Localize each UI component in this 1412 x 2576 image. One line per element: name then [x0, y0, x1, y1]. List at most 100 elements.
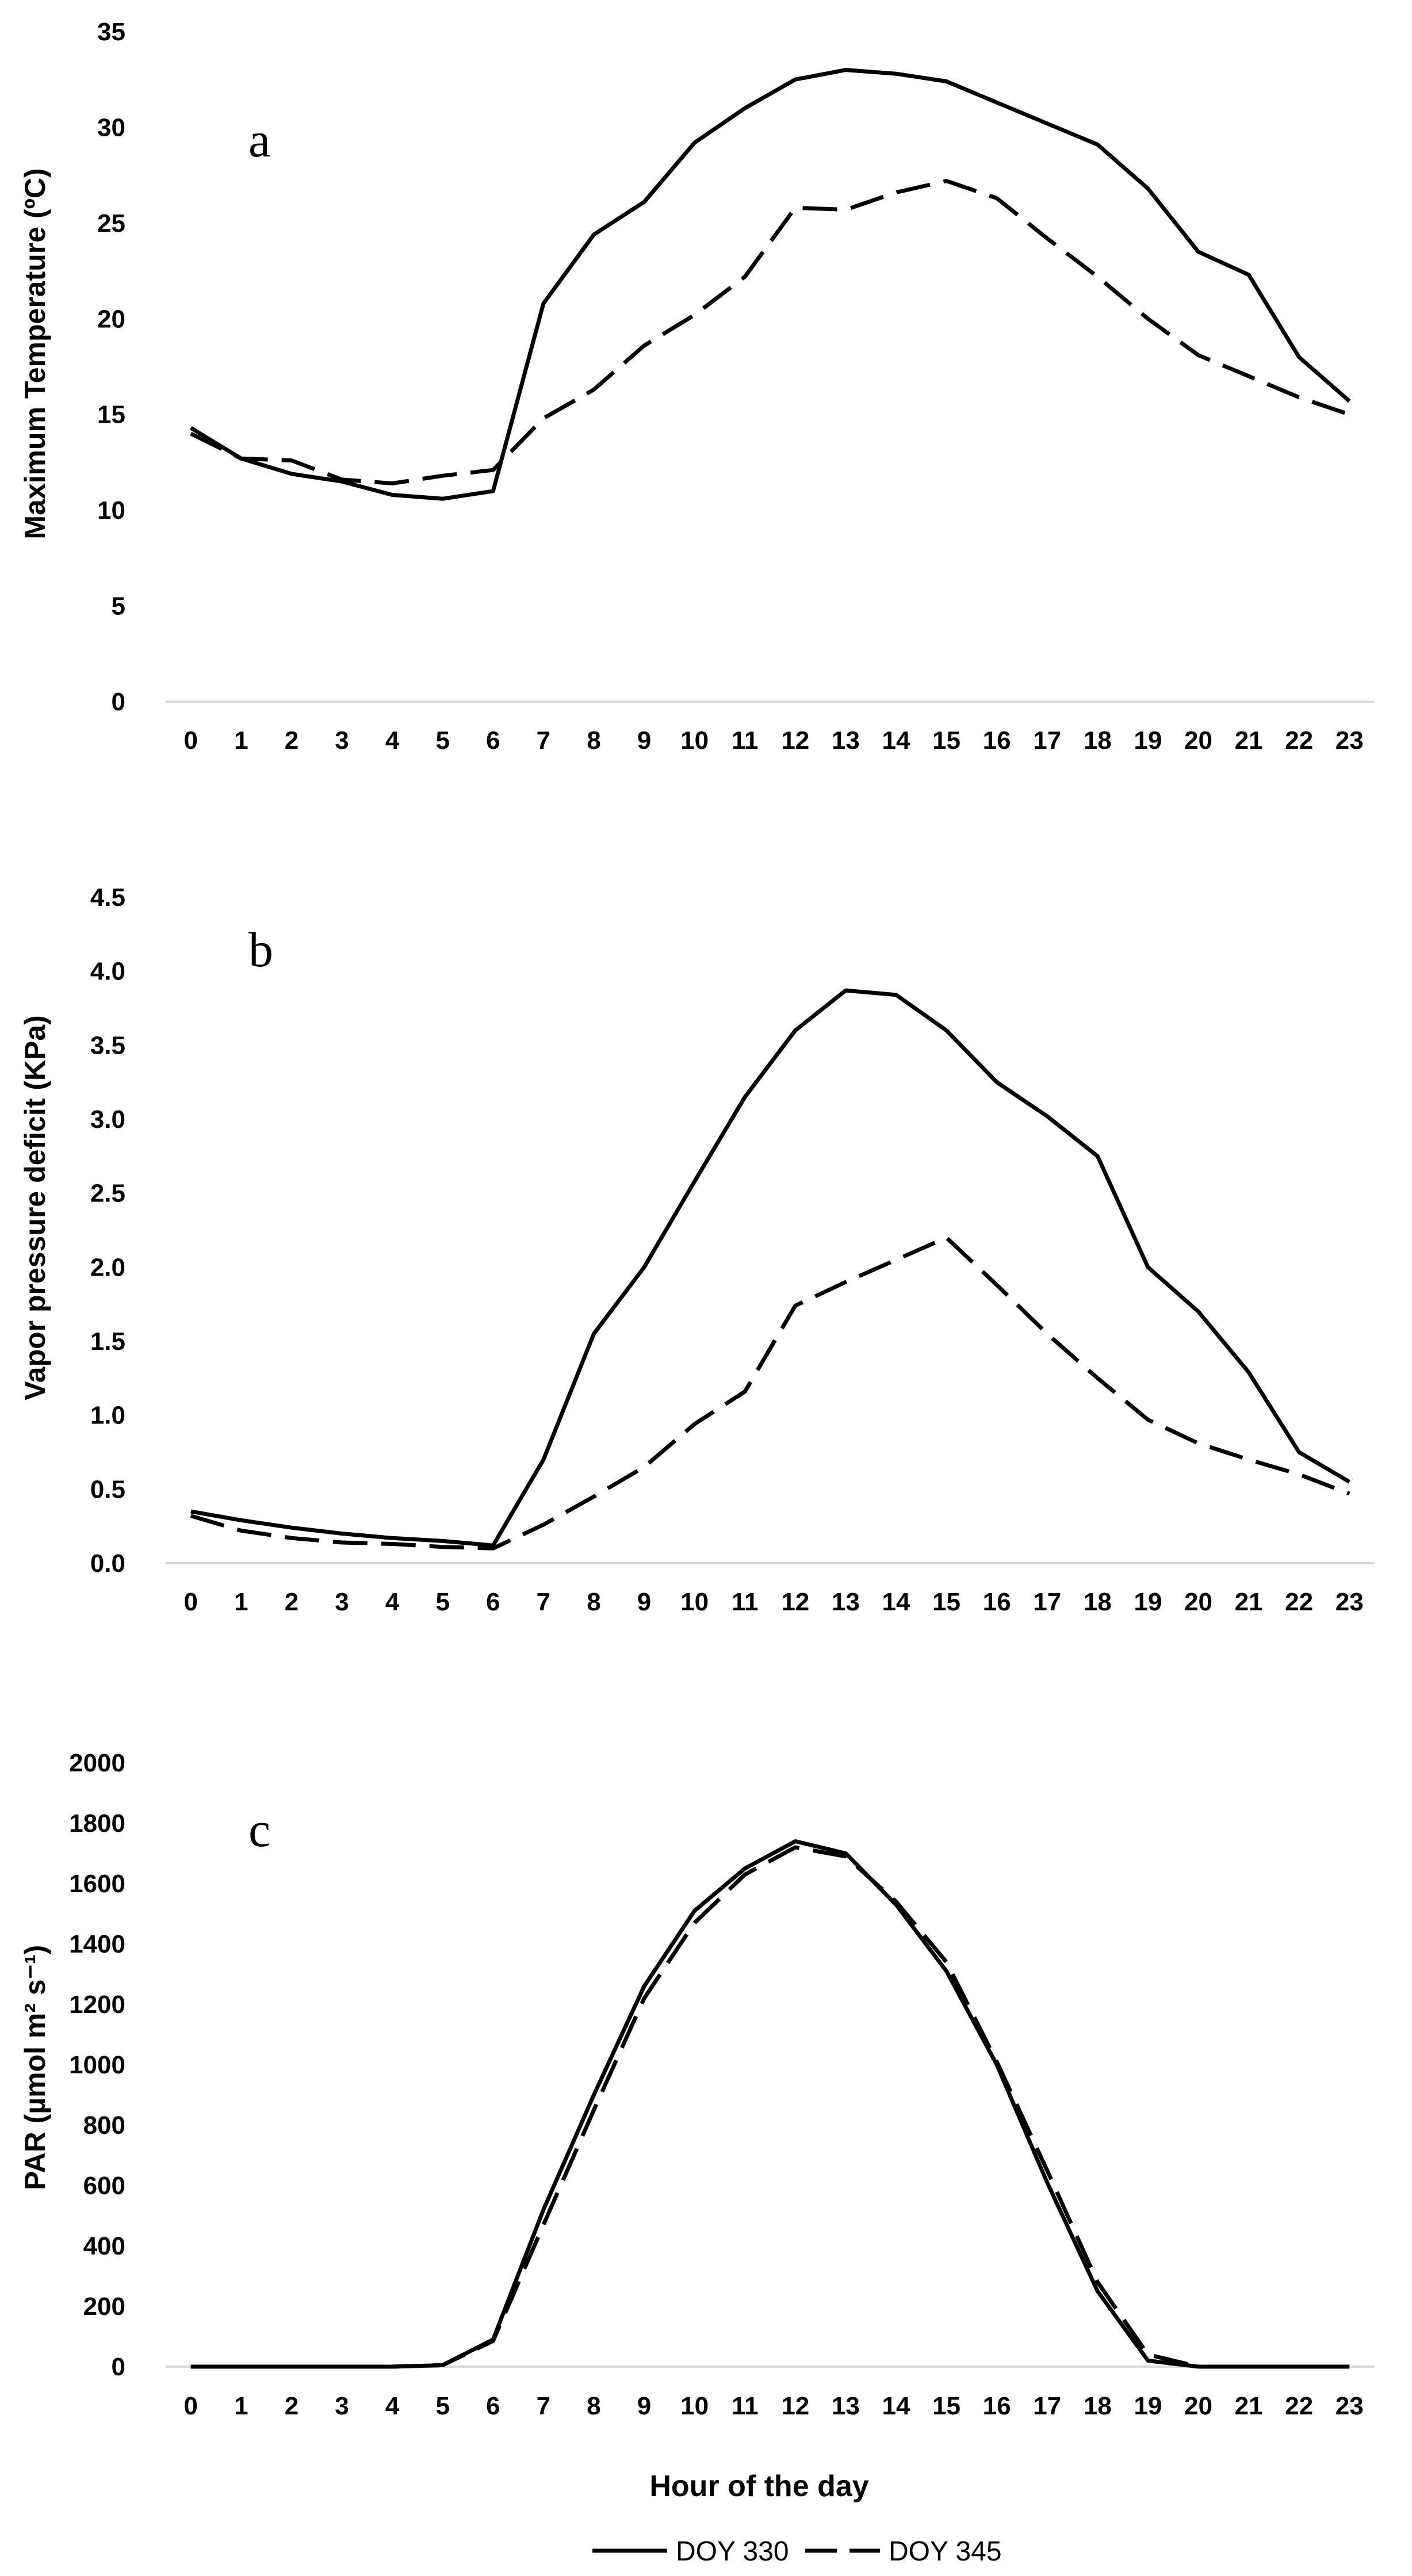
panel-a-x-tick-label: 17	[1033, 726, 1061, 755]
panel-b-y-tick-label: 3.0	[90, 1105, 125, 1134]
panel-c-y-axis-title: PAR (µmol m² s⁻¹)	[19, 1945, 51, 2191]
panel-a-x-tick-label: 2	[285, 726, 299, 755]
panel-a-y-tick-label: 10	[97, 496, 125, 525]
panel-a-y-tick-label: 25	[97, 209, 125, 238]
panel-a-x-tick-label: 1	[234, 726, 248, 755]
panel-a-x-tick-label: 15	[932, 726, 961, 755]
panel-a-y-tick-label: 0	[112, 688, 125, 716]
panel-b-x-tick-label: 5	[435, 1588, 449, 1616]
panel-a-x-tick-label: 23	[1336, 726, 1364, 755]
panel-c-x-tick-label: 14	[882, 2392, 910, 2420]
panel-c-x-tick-label: 19	[1134, 2392, 1162, 2420]
panel-a-x-tick-label: 7	[537, 726, 550, 755]
panel-a-y-tick-label: 20	[97, 305, 125, 333]
panel-c-y-tick-label: 1200	[69, 1991, 125, 2019]
panel-c-x-tick-label: 6	[486, 2392, 500, 2420]
panel-b-x-tick-label: 11	[732, 1588, 759, 1616]
panel-b-label: b	[248, 922, 273, 977]
panel-c-x-tick-label: 18	[1084, 2392, 1112, 2420]
panel-b-x-tick-label: 1	[234, 1588, 248, 1616]
panel-a-y-tick-label: 35	[97, 18, 125, 46]
panel-a-x-tick-label: 18	[1084, 726, 1112, 755]
panel-c-y-tick-label: 2000	[69, 1749, 125, 1777]
panel-c-x-tick-label: 17	[1033, 2392, 1061, 2420]
panel-c-x-tick-label: 16	[983, 2392, 1011, 2420]
panel-b-x-tick-label: 20	[1184, 1588, 1212, 1616]
panel-c-x-tick-label: 4	[385, 2392, 400, 2420]
panel-a-series-doy330-line	[189, 68, 1351, 501]
panel-c-y-tick-label: 800	[83, 2111, 125, 2139]
panel-a-temperature-chart: a Maximum Temperature (ºC) 0510152025303…	[19, 18, 1375, 755]
panel-b-y-axis-title: Vapor pressure deficit (KPa)	[19, 1015, 51, 1400]
panel-b-x-tick-label: 6	[486, 1588, 500, 1616]
panel-b-x-tick-label: 3	[335, 1588, 349, 1616]
panel-b-x-tick-label: 7	[537, 1588, 550, 1616]
panel-a-series-doy345-line	[190, 179, 1350, 485]
panel-b-y-tick-label: 2.5	[90, 1180, 125, 1208]
panel-b-y-tick-label: 0.5	[90, 1475, 125, 1503]
panel-b-x-tick-label: 14	[882, 1588, 910, 1616]
panel-b-x-tick-label: 22	[1285, 1588, 1313, 1616]
panel-a-x-tick-label: 0	[184, 726, 198, 755]
legend-label-doy345: DOY 345	[889, 2536, 1002, 2567]
panel-c-x-tick-label: 23	[1336, 2392, 1364, 2420]
panel-a-x-tick-label: 10	[680, 726, 709, 755]
panel-b-x-tick-label: 16	[983, 1588, 1011, 1616]
panel-c-x-tick-label: 15	[932, 2392, 961, 2420]
panel-a-x-tick-label: 6	[486, 726, 500, 755]
panel-c-x-tick-label: 21	[1235, 2392, 1263, 2420]
panel-c-x-tick-label: 10	[680, 2392, 709, 2420]
panel-c-x-tick-label: 11	[732, 2392, 759, 2420]
panel-b-x-tick-label: 10	[680, 1588, 709, 1616]
panel-c-par-chart: c PAR (µmol m² s⁻¹) Hour of the day 0 200…	[19, 1749, 1375, 2503]
panel-a-x-tick-label: 21	[1235, 726, 1263, 755]
panel-b-x-tick-label: 23	[1336, 1588, 1364, 1616]
panel-b-x-tick-label: 9	[637, 1588, 651, 1616]
panel-a-x-tick-label: 13	[832, 726, 860, 755]
panel-c-x-tick-label: 22	[1285, 2392, 1313, 2420]
panel-c-x-tick-label: 3	[335, 2392, 349, 2420]
panel-b-y-tick-label: 2.0	[90, 1253, 125, 1281]
panel-a-label: a	[248, 112, 270, 167]
panel-c-x-tick-label: 13	[832, 2392, 860, 2420]
panel-a-x-tick-label: 9	[637, 726, 651, 755]
panel-c-series-doy345-line	[190, 1845, 1350, 2369]
panel-a-y-tick-label: 30	[97, 113, 125, 141]
panel-c-y-tick-label: 1600	[69, 1870, 125, 1898]
panel-b-vpd-chart: b Vapor pressure deficit (KPa) 0.0 0.5 1.0…	[19, 883, 1375, 1616]
panel-c-x-tick-label: 7	[537, 2392, 550, 2420]
panel-c-y-tick-label: 200	[83, 2292, 125, 2321]
panel-b-y-tick-label: 1.0	[90, 1402, 125, 1430]
panel-c-y-tick-label: 1800	[69, 1809, 125, 1838]
panel-c-label: c	[248, 1802, 270, 1857]
panel-a-x-tick-label: 16	[983, 726, 1011, 755]
panel-b-y-tick-label: 0.0	[90, 1549, 125, 1578]
panel-c-y-tick-label: 0	[112, 2353, 125, 2381]
panel-c-x-tick-label: 8	[587, 2392, 600, 2420]
panel-a-x-tick-label: 19	[1134, 726, 1162, 755]
panel-a-x-tick-label: 20	[1184, 726, 1212, 755]
panel-c-x-tick-label: 12	[781, 2392, 809, 2420]
panel-b-x-tick-label: 13	[832, 1588, 860, 1616]
panel-c-x-tick-label: 1	[234, 2392, 248, 2420]
panel-a-x-tick-label: 11	[732, 726, 759, 755]
panel-b-series-doy345-line	[190, 1235, 1350, 1551]
panel-c-x-tick-label: 5	[435, 2392, 449, 2420]
panel-c-x-tick-label: 20	[1184, 2392, 1212, 2420]
x-axis-title: Hour of the day	[649, 2470, 868, 2503]
legend: DOY 330 DOY 345	[592, 2536, 1002, 2567]
panel-c-y-tick-label: 1400	[69, 1930, 125, 1958]
panel-b-y-tick-label: 1.5	[90, 1327, 125, 1356]
panel-b-x-tick-label: 2	[285, 1588, 299, 1616]
panel-c-y-tick-label: 600	[83, 2172, 125, 2200]
panel-c-series-doy330-line	[190, 1839, 1350, 2369]
panel-b-x-tick-label: 0	[184, 1588, 198, 1616]
panel-a-x-tick-label: 4	[385, 726, 400, 755]
panel-c-x-tick-label: 2	[285, 2392, 299, 2420]
panel-a-x-tick-label: 14	[882, 726, 910, 755]
panel-b-y-tick-label: 3.5	[90, 1031, 125, 1059]
panel-a-x-tick-label: 3	[335, 726, 349, 755]
panel-a-y-tick-label: 15	[97, 401, 125, 429]
panel-a-y-axis-title: Maximum Temperature (ºC)	[19, 168, 51, 539]
